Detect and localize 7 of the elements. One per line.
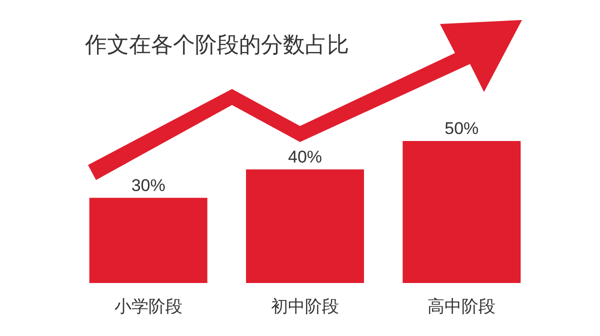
x-tick-label: 高中阶段	[428, 297, 496, 316]
data-label: 50%	[444, 119, 479, 138]
chart-title: 作文在各个阶段的分数占比	[84, 32, 349, 57]
data-label: 40%	[288, 147, 322, 166]
data-label: 30%	[131, 176, 166, 195]
x-tick-label: 小学阶段	[114, 297, 182, 316]
x-tick-label: 初中阶段	[271, 297, 339, 316]
